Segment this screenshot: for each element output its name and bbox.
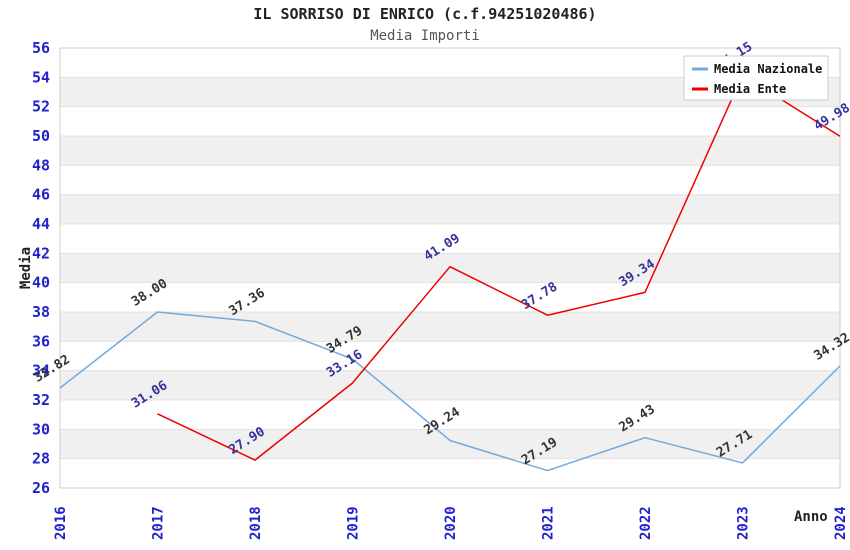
y-tick-label: 36: [32, 332, 50, 350]
y-tick-label: 44: [32, 215, 50, 233]
y-tick-label: 34: [32, 362, 50, 380]
legend-box: [683, 55, 829, 101]
x-tick-label: 2020: [443, 506, 459, 540]
band: [60, 106, 840, 136]
band: [60, 165, 840, 195]
x-tick-label: 2017: [151, 506, 167, 540]
legend-label: Media Nazionale: [714, 62, 822, 76]
y-axis-title: Media: [18, 247, 34, 289]
series-line-media-nazionale: [59, 311, 841, 472]
chart-subtitle: Media Importi: [370, 28, 480, 44]
y-tick-label: 32: [32, 391, 50, 409]
x-axis-ticks: 2016 2017 2018 2019 2020 2021 2022 2023 2024: [53, 506, 849, 540]
y-tick-label: 30: [32, 420, 50, 438]
band: [60, 400, 840, 430]
legend: Media Nazionale Media Ente: [683, 55, 829, 101]
chart-title: IL SORRISO DI ENRICO (c.f.94251020486): [253, 5, 597, 23]
x-tick-label: 2024: [833, 506, 849, 540]
band: [60, 224, 840, 254]
legend-item-media-ente: Media Ente: [692, 82, 786, 96]
y-tick-label: 40: [32, 274, 50, 292]
y-tick-label: 46: [32, 186, 50, 204]
band: [60, 282, 840, 312]
x-tick-label: 2022: [638, 506, 654, 540]
y-axis-ticks: 26 28 30 32 34 36 38 40 42 44 46 48 50 52 54 56: [32, 39, 50, 497]
band: [60, 136, 840, 166]
legend-item-media-nazionale: Media Nazionale: [692, 62, 822, 76]
y-tick-label: 48: [32, 156, 50, 174]
y-tick-label: 42: [32, 244, 50, 262]
y-tick-label: 26: [32, 479, 50, 497]
band: [60, 370, 840, 400]
y-tick-label: 56: [32, 39, 50, 57]
y-tick-label: 50: [32, 127, 50, 145]
y-tick-label: 38: [32, 303, 50, 321]
y-tick-label: 52: [32, 98, 50, 116]
plot-bands: [60, 48, 840, 488]
band: [60, 312, 840, 342]
x-tick-label: 2018: [248, 506, 264, 540]
series-line-media-ente: [157, 74, 841, 461]
y-tick-label: 28: [32, 450, 50, 468]
band: [60, 341, 840, 371]
x-tick-label: 2019: [346, 506, 362, 540]
y-tick-label: 54: [32, 68, 50, 86]
x-tick-label: 2021: [541, 506, 557, 540]
legend-label: Media Ente: [714, 82, 786, 96]
x-tick-label: 2023: [736, 506, 752, 540]
x-axis-title: Anno: [794, 509, 828, 525]
x-tick-label: 2016: [53, 506, 69, 540]
band: [60, 194, 840, 224]
band: [60, 253, 840, 283]
band: [60, 458, 840, 488]
plot-border: [59, 47, 841, 489]
